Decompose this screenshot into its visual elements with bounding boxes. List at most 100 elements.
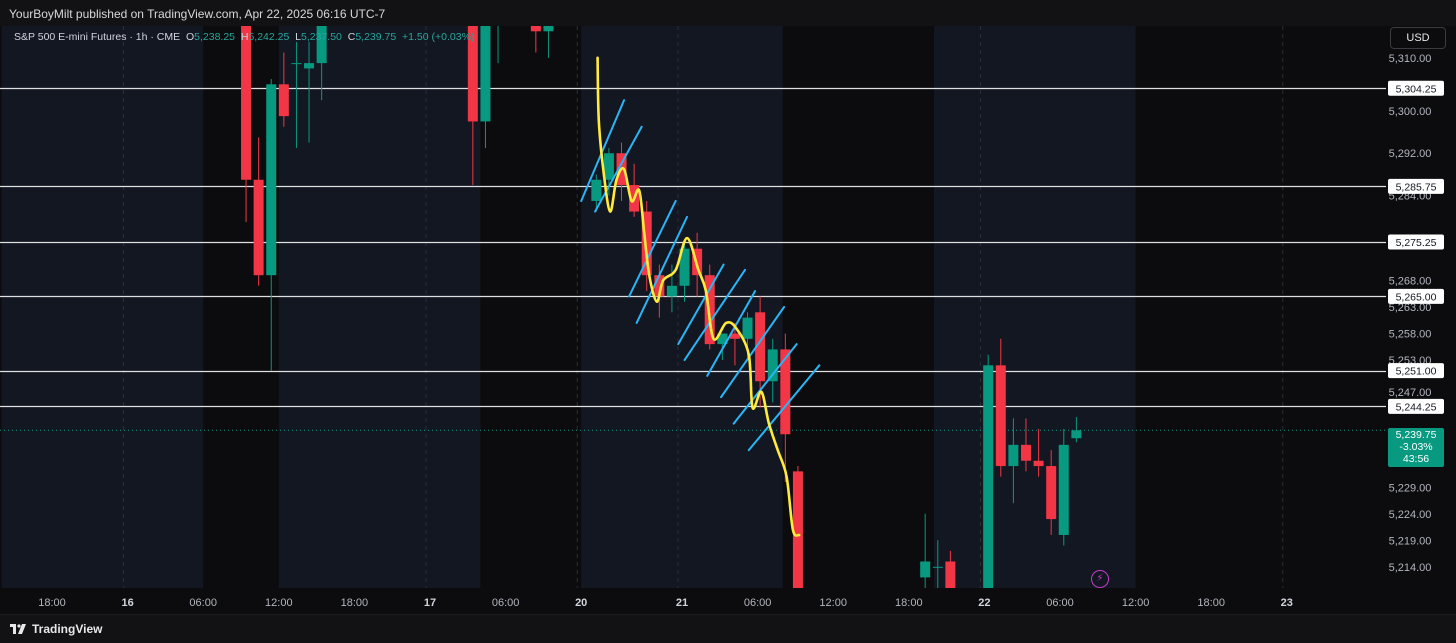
- price-tick: 5,219.00: [1389, 535, 1432, 547]
- bull-candle: [767, 338, 778, 403]
- candle-body: [1058, 444, 1069, 535]
- publisher-info: YourBoyMilt published on TradingView.com…: [9, 7, 386, 21]
- candle-body: [755, 312, 766, 382]
- time-tick: 23: [1281, 597, 1293, 609]
- time-tick: 06:00: [189, 597, 217, 609]
- bear-candle: [729, 322, 740, 366]
- level-label-text: 5,285.75: [1396, 181, 1437, 193]
- candle-body: [480, 26, 491, 122]
- time-tick: 20: [575, 597, 587, 609]
- level-label-box: [1388, 398, 1444, 414]
- session-band: [1, 26, 204, 588]
- candle-body: [530, 26, 541, 32]
- time-tick: 17: [424, 597, 436, 609]
- candle-body: [316, 26, 327, 64]
- time-tick: 16: [121, 597, 133, 609]
- bear-candle: [792, 466, 803, 599]
- trend-line[interactable]: [683, 268, 746, 362]
- last-price-change: -3.03%: [1399, 441, 1433, 453]
- session-band: [278, 26, 481, 588]
- time-tick: 12:00: [1122, 597, 1150, 609]
- level-label-box: [1388, 288, 1444, 304]
- price-axis-ticks: 5,310.005,300.005,292.005,284.005,268.00…: [1389, 53, 1432, 574]
- price-tick: 5,258.00: [1389, 329, 1432, 341]
- bull-candle: [717, 333, 728, 361]
- ohlc-legend: S&P 500 E-mini Futures · 1h · CME O5,238…: [14, 31, 474, 43]
- trend-line[interactable]: [706, 290, 757, 377]
- symbol-label[interactable]: S&P 500 E-mini Futures · 1h · CME: [14, 31, 181, 43]
- open-label: O: [185, 31, 195, 43]
- price-axis[interactable]: [1386, 26, 1456, 588]
- trend-line[interactable]: [720, 306, 786, 399]
- footer-bar: TradingView: [0, 614, 1456, 643]
- time-tick: 18:00: [38, 597, 66, 609]
- time-tick: 06:00: [1046, 597, 1074, 609]
- lightning-icon[interactable]: ⚡: [1091, 570, 1109, 588]
- bull-candle: [932, 540, 943, 588]
- tradingview-brand[interactable]: TradingView: [10, 622, 102, 636]
- level-label-box: [1388, 363, 1444, 379]
- day-separators: [123, 26, 1284, 588]
- overlay-curve[interactable]: [596, 56, 801, 537]
- bull-candle: [920, 513, 931, 588]
- candle-body: [291, 63, 302, 65]
- time-tick: 22: [978, 597, 990, 609]
- horizontal-levels[interactable]: [0, 87, 1386, 408]
- bull-candle: [291, 41, 302, 148]
- trend-line[interactable]: [747, 364, 821, 452]
- bull-candle: [497, 26, 499, 64]
- time-tick: 12:00: [265, 597, 293, 609]
- price-chart[interactable]: 5,310.005,300.005,292.005,284.005,268.00…: [0, 26, 1456, 614]
- time-tick: 12:00: [819, 597, 847, 609]
- level-label-box: [1388, 234, 1444, 250]
- trend-line[interactable]: [594, 125, 643, 213]
- bull-candle: [480, 26, 491, 148]
- candle-body: [241, 26, 252, 180]
- candle-body: [729, 333, 740, 339]
- time-tick: 18:00: [895, 597, 923, 609]
- candle-body: [253, 179, 264, 276]
- candle-body: [1020, 444, 1031, 461]
- candle-body: [717, 333, 728, 345]
- bear-candle: [241, 26, 252, 223]
- price-tick: 5,263.00: [1389, 302, 1432, 314]
- session-band: [934, 26, 1136, 588]
- bull-candle: [983, 354, 994, 599]
- tradingview-logo-icon: [10, 624, 26, 634]
- trend-line[interactable]: [732, 343, 798, 425]
- candle-body: [1046, 466, 1057, 520]
- time-tick: 06:00: [744, 597, 772, 609]
- trend-line[interactable]: [677, 263, 725, 346]
- bear-candle: [1020, 418, 1031, 472]
- price-tick: 5,268.00: [1389, 275, 1432, 287]
- bull-candle: [316, 26, 327, 101]
- last-price-label: 5,239.75 -3.03% 43:56: [1388, 428, 1444, 467]
- bear-candle: [945, 550, 956, 594]
- trend-line[interactable]: [635, 215, 689, 324]
- candle-body: [654, 275, 665, 297]
- level-label-box: [1388, 178, 1444, 194]
- bull-candle: [543, 26, 554, 58]
- tradingview-name: TradingView: [32, 622, 103, 636]
- time-tick: 21: [676, 597, 688, 609]
- time-tick: 18:00: [1197, 597, 1225, 609]
- trend-line[interactable]: [628, 199, 677, 298]
- candle-body: [679, 248, 690, 286]
- time-axis-ticks: 18:00 16 06:00 12:00 18:00 17 06:00 20 21 06:00 12…: [38, 597, 1293, 609]
- currency-button[interactable]: USD: [1390, 27, 1446, 49]
- close-label: C: [347, 31, 356, 43]
- bull-candle: [1071, 417, 1082, 443]
- bull-candle: [266, 79, 277, 371]
- bull-candle: [679, 243, 690, 302]
- bear-candle: [530, 26, 541, 53]
- bear-candle: [995, 338, 1006, 477]
- candle-body: [742, 317, 753, 339]
- bear-candle: [467, 26, 478, 186]
- close-value: 5,239.75: [355, 31, 397, 43]
- price-tick: 5,224.00: [1389, 509, 1432, 521]
- session-shading: [1, 26, 1136, 588]
- trend-channel-lines[interactable]: [580, 99, 821, 452]
- price-tick: 5,310.00: [1389, 53, 1432, 65]
- trend-line[interactable]: [580, 99, 626, 202]
- time-axis[interactable]: [0, 588, 1456, 614]
